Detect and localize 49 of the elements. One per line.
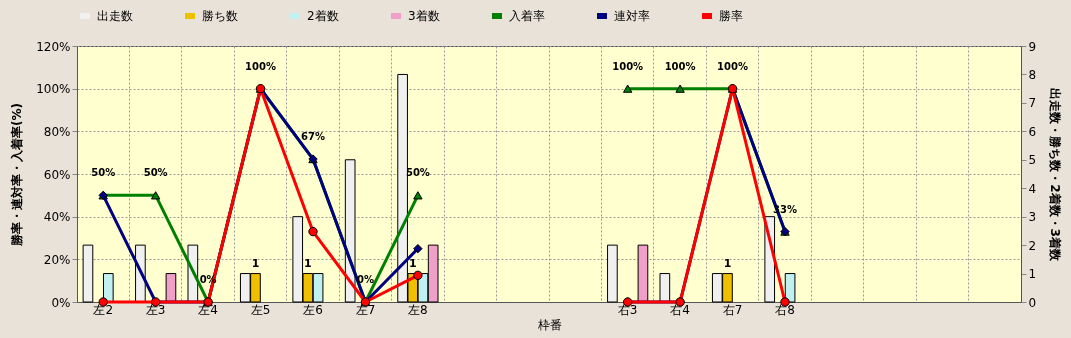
data-label: 100% — [717, 60, 749, 72]
x-tick-label: 右3 — [617, 302, 638, 317]
legend-label: 入着率 — [509, 9, 545, 23]
y-axis-title: 勝率・連対率・入着率(%) — [10, 103, 25, 247]
legend-label: 2着数 — [307, 9, 339, 23]
data-label: 50% — [143, 167, 168, 179]
y-tick-label: 20% — [43, 252, 71, 267]
legend-label: 出走数 — [97, 9, 133, 23]
x-axis-title: 枠番 — [536, 317, 562, 332]
x-tick-label: 左7 — [355, 302, 376, 317]
y-tick-label: 60% — [43, 167, 71, 182]
y2-tick-label: 2 — [1028, 238, 1037, 253]
data-label: 1 — [723, 256, 732, 270]
x-tick-label: 左4 — [198, 302, 218, 317]
y-tick-label: 0% — [51, 295, 71, 310]
data-label: 100% — [245, 60, 277, 72]
legend-label: 勝率 — [719, 9, 743, 23]
legend-label: 3着数 — [408, 9, 440, 23]
y-tick-label: 40% — [43, 210, 71, 225]
data-label: 1 — [408, 256, 417, 270]
y2-tick-label: 6 — [1028, 124, 1037, 139]
data-label: 50% — [91, 167, 116, 179]
data-label: 67% — [301, 131, 325, 143]
y2-tick-label: 0 — [1028, 295, 1037, 310]
data-label: 1 — [251, 256, 260, 270]
data-label: 100% — [612, 60, 644, 72]
x-tick-label: 右7 — [722, 302, 743, 317]
legend-label: 勝ち数 — [202, 9, 238, 23]
y2-tick-label: 4 — [1028, 181, 1037, 196]
y2-tick-label: 9 — [1028, 39, 1037, 54]
data-label: 100% — [664, 60, 696, 72]
legend-label: 連対率 — [614, 9, 650, 23]
y-tick-label: 120% — [36, 39, 71, 54]
y2-tick-label: 5 — [1028, 153, 1037, 168]
x-tick-label: 左5 — [250, 302, 271, 317]
y-tick-label: 80% — [43, 124, 71, 139]
x-tick-label: 左3 — [145, 302, 166, 317]
y2-axis-title: 出走数・勝ち数・2着数・3着数 — [1048, 88, 1063, 262]
y2-tick-label: 3 — [1028, 210, 1037, 225]
data-label: 1 — [304, 256, 312, 270]
y2-tick-label: 8 — [1028, 67, 1037, 82]
x-tick-label: 左2 — [93, 302, 114, 317]
x-tick-label: 左8 — [408, 302, 428, 317]
y-tick-label: 100% — [36, 82, 71, 97]
x-tick-label: 右8 — [775, 302, 795, 317]
x-tick-label: 左6 — [303, 302, 323, 317]
y2-tick-label: 7 — [1028, 96, 1037, 111]
x-tick-label: 右4 — [670, 302, 690, 317]
y2-tick-label: 1 — [1028, 267, 1037, 282]
